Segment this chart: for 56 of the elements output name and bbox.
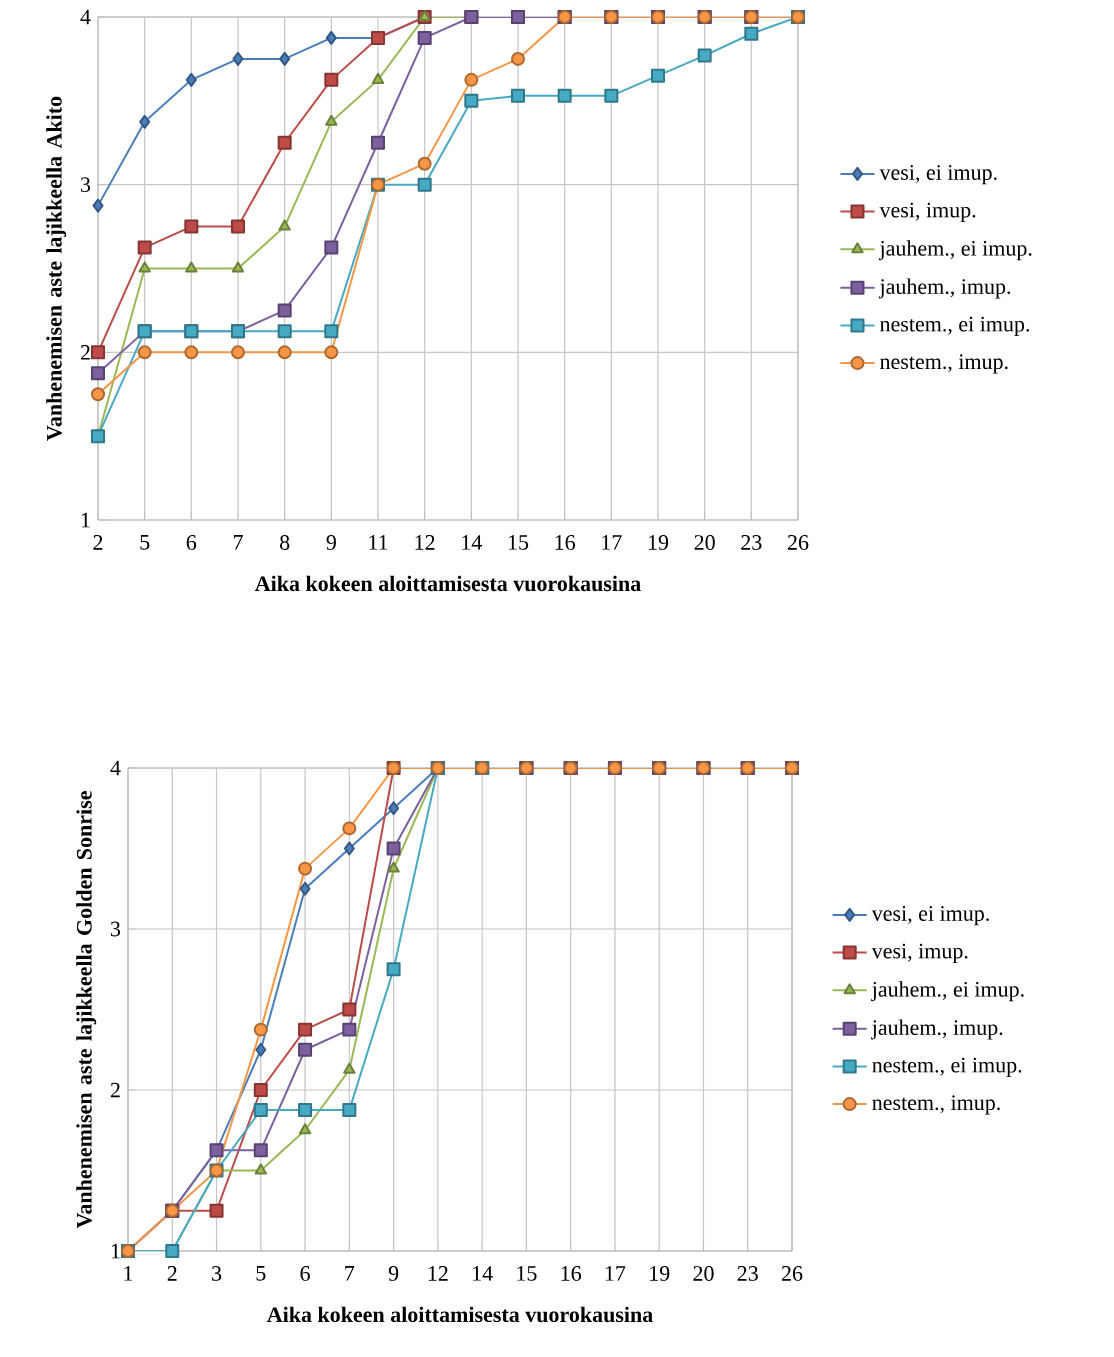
legend-label: nestem., ei imup. (872, 1057, 1022, 1077)
x-axis-title: Aika kokeen aloittamisesta vuorokausina (254, 575, 641, 592)
x-axis-title: Aika kokeen aloittamisesta vuorokausina (266, 1306, 653, 1323)
x-tick-label: 26 (781, 1266, 803, 1281)
x-tick-label: 20 (694, 535, 715, 550)
legend-label: jauhem., ei imup. (871, 981, 1024, 1002)
x-tick-label: 20 (693, 1266, 714, 1281)
y-tick-label: 4 (80, 9, 91, 25)
x-tick-label: 12 (428, 1266, 448, 1281)
x-tick-label: 5 (140, 535, 150, 550)
legend-label: vesi, imup. (879, 202, 976, 222)
x-tick-label: 2 (93, 535, 103, 550)
x-tick-label: 19 (650, 1266, 670, 1281)
x-tick-label: 14 (473, 1266, 493, 1281)
y-tick-label: 2 (80, 345, 90, 360)
x-tick-label: 26 (787, 535, 809, 550)
legend-label: nestem., imup. (880, 354, 1008, 374)
x-tick-label: 16 (555, 535, 576, 550)
y-tick-label: 3 (111, 921, 121, 937)
x-tick-label: 8 (280, 535, 290, 550)
x-tick-label: 6 (300, 1266, 310, 1281)
x-tick-label: 19 (648, 535, 669, 550)
y-tick-label: 2 (110, 1082, 120, 1098)
legend-label: vesi, ei imup. (879, 165, 997, 185)
x-tick-label: 9 (388, 1266, 399, 1281)
x-tick-label: 5 (256, 1266, 266, 1281)
x-tick-label: 7 (345, 1266, 355, 1281)
x-tick-label: 16 (561, 1266, 582, 1281)
x-tick-label: 23 (741, 535, 762, 550)
y-tick-label: 3 (81, 177, 91, 193)
y-axis-title: Vanhenemisen aste lajikkeella Akito (46, 96, 67, 441)
x-tick-label: 17 (602, 535, 622, 550)
x-tick-label: 15 (508, 535, 529, 550)
x-tick-label: 23 (737, 1266, 758, 1281)
x-tick-label: 12 (415, 535, 435, 550)
x-tick-label: 3 (212, 1266, 222, 1281)
y-tick-label: 1 (81, 512, 90, 528)
legend-label: jauhem., ei imup. (878, 240, 1032, 261)
legend-label: jauhem., imup. (871, 1019, 1003, 1040)
x-tick-label: 15 (517, 1266, 537, 1281)
legend-label: jauhem., imup. (878, 278, 1011, 299)
legend-label: vesi, imup. (871, 943, 968, 963)
x-tick-label: 11 (369, 535, 388, 550)
x-tick-label: 2 (167, 1266, 177, 1281)
x-tick-label: 7 (233, 535, 243, 550)
x-tick-label: 9 (326, 535, 336, 550)
legend-label: nestem., imup. (872, 1095, 1000, 1115)
legend-label: vesi, ei imup. (871, 906, 989, 926)
x-tick-label: 1 (124, 1266, 133, 1281)
x-tick-label: 14 (462, 535, 482, 550)
legend-label: nestem., ei imup. (880, 316, 1029, 336)
y-axis-title: Vanhenemisen aste lajikkeella Golden Sonrise (76, 791, 97, 1229)
y-tick-label: 1 (111, 1243, 120, 1259)
x-tick-label: 6 (186, 535, 197, 550)
y-tick-label: 4 (110, 760, 121, 776)
x-tick-label: 17 (605, 1266, 626, 1281)
